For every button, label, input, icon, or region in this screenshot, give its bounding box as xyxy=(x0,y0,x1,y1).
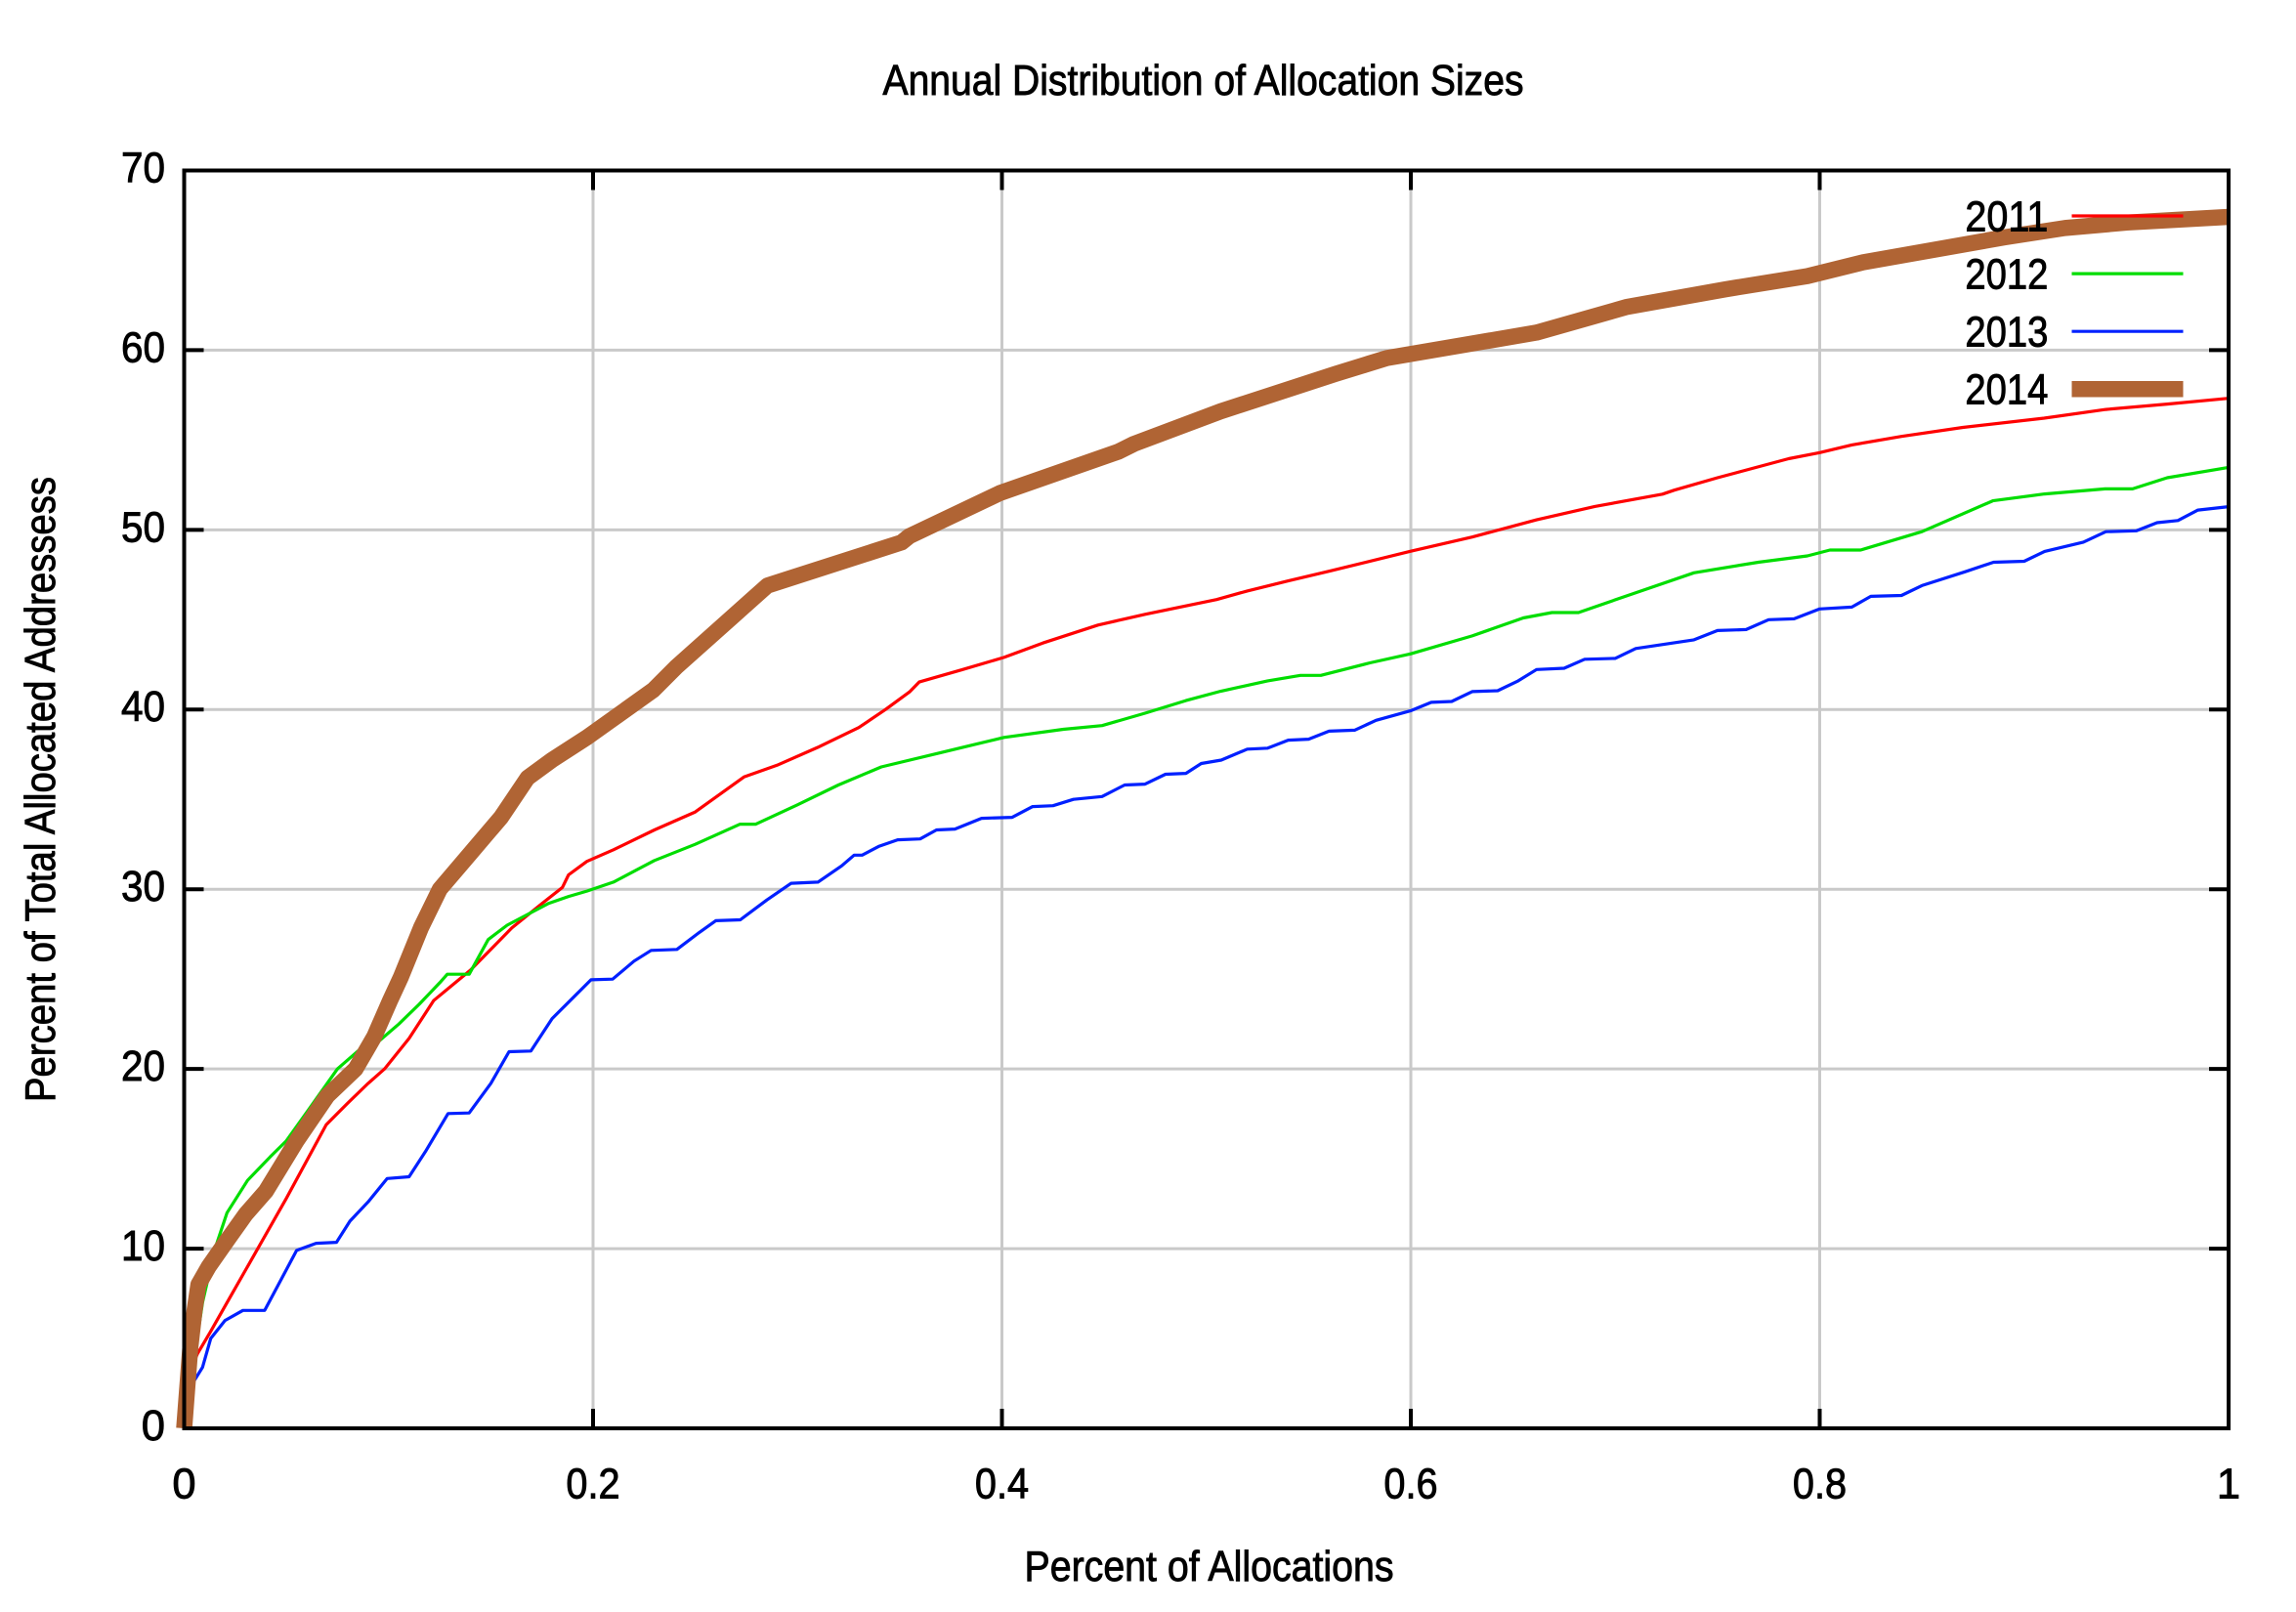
svg-text:1: 1 xyxy=(2217,1461,2240,1508)
svg-text:Annual Distribution of Allocat: Annual Distribution of Allocation Sizes xyxy=(883,57,1524,105)
svg-text:20: 20 xyxy=(121,1042,165,1090)
svg-text:60: 60 xyxy=(121,323,165,371)
svg-text:0: 0 xyxy=(142,1402,165,1450)
svg-text:0.8: 0.8 xyxy=(1793,1461,1847,1508)
svg-text:40: 40 xyxy=(121,683,165,731)
svg-text:70: 70 xyxy=(121,144,165,191)
svg-text:2012: 2012 xyxy=(1965,251,2048,299)
svg-text:2014: 2014 xyxy=(1965,366,2048,414)
svg-text:30: 30 xyxy=(121,863,165,911)
svg-text:2013: 2013 xyxy=(1965,309,2048,357)
svg-text:10: 10 xyxy=(121,1222,165,1270)
svg-text:50: 50 xyxy=(121,503,165,551)
svg-text:2011: 2011 xyxy=(1965,192,2048,240)
svg-text:0.2: 0.2 xyxy=(566,1461,619,1508)
svg-text:0.6: 0.6 xyxy=(1383,1461,1437,1508)
svg-text:0: 0 xyxy=(172,1461,195,1508)
svg-text:Percent of Allocations: Percent of Allocations xyxy=(1025,1543,1394,1591)
svg-text:0.4: 0.4 xyxy=(975,1461,1029,1508)
svg-text:Percent of Total Allocated Add: Percent of Total Allocated Addressess xyxy=(17,477,64,1102)
